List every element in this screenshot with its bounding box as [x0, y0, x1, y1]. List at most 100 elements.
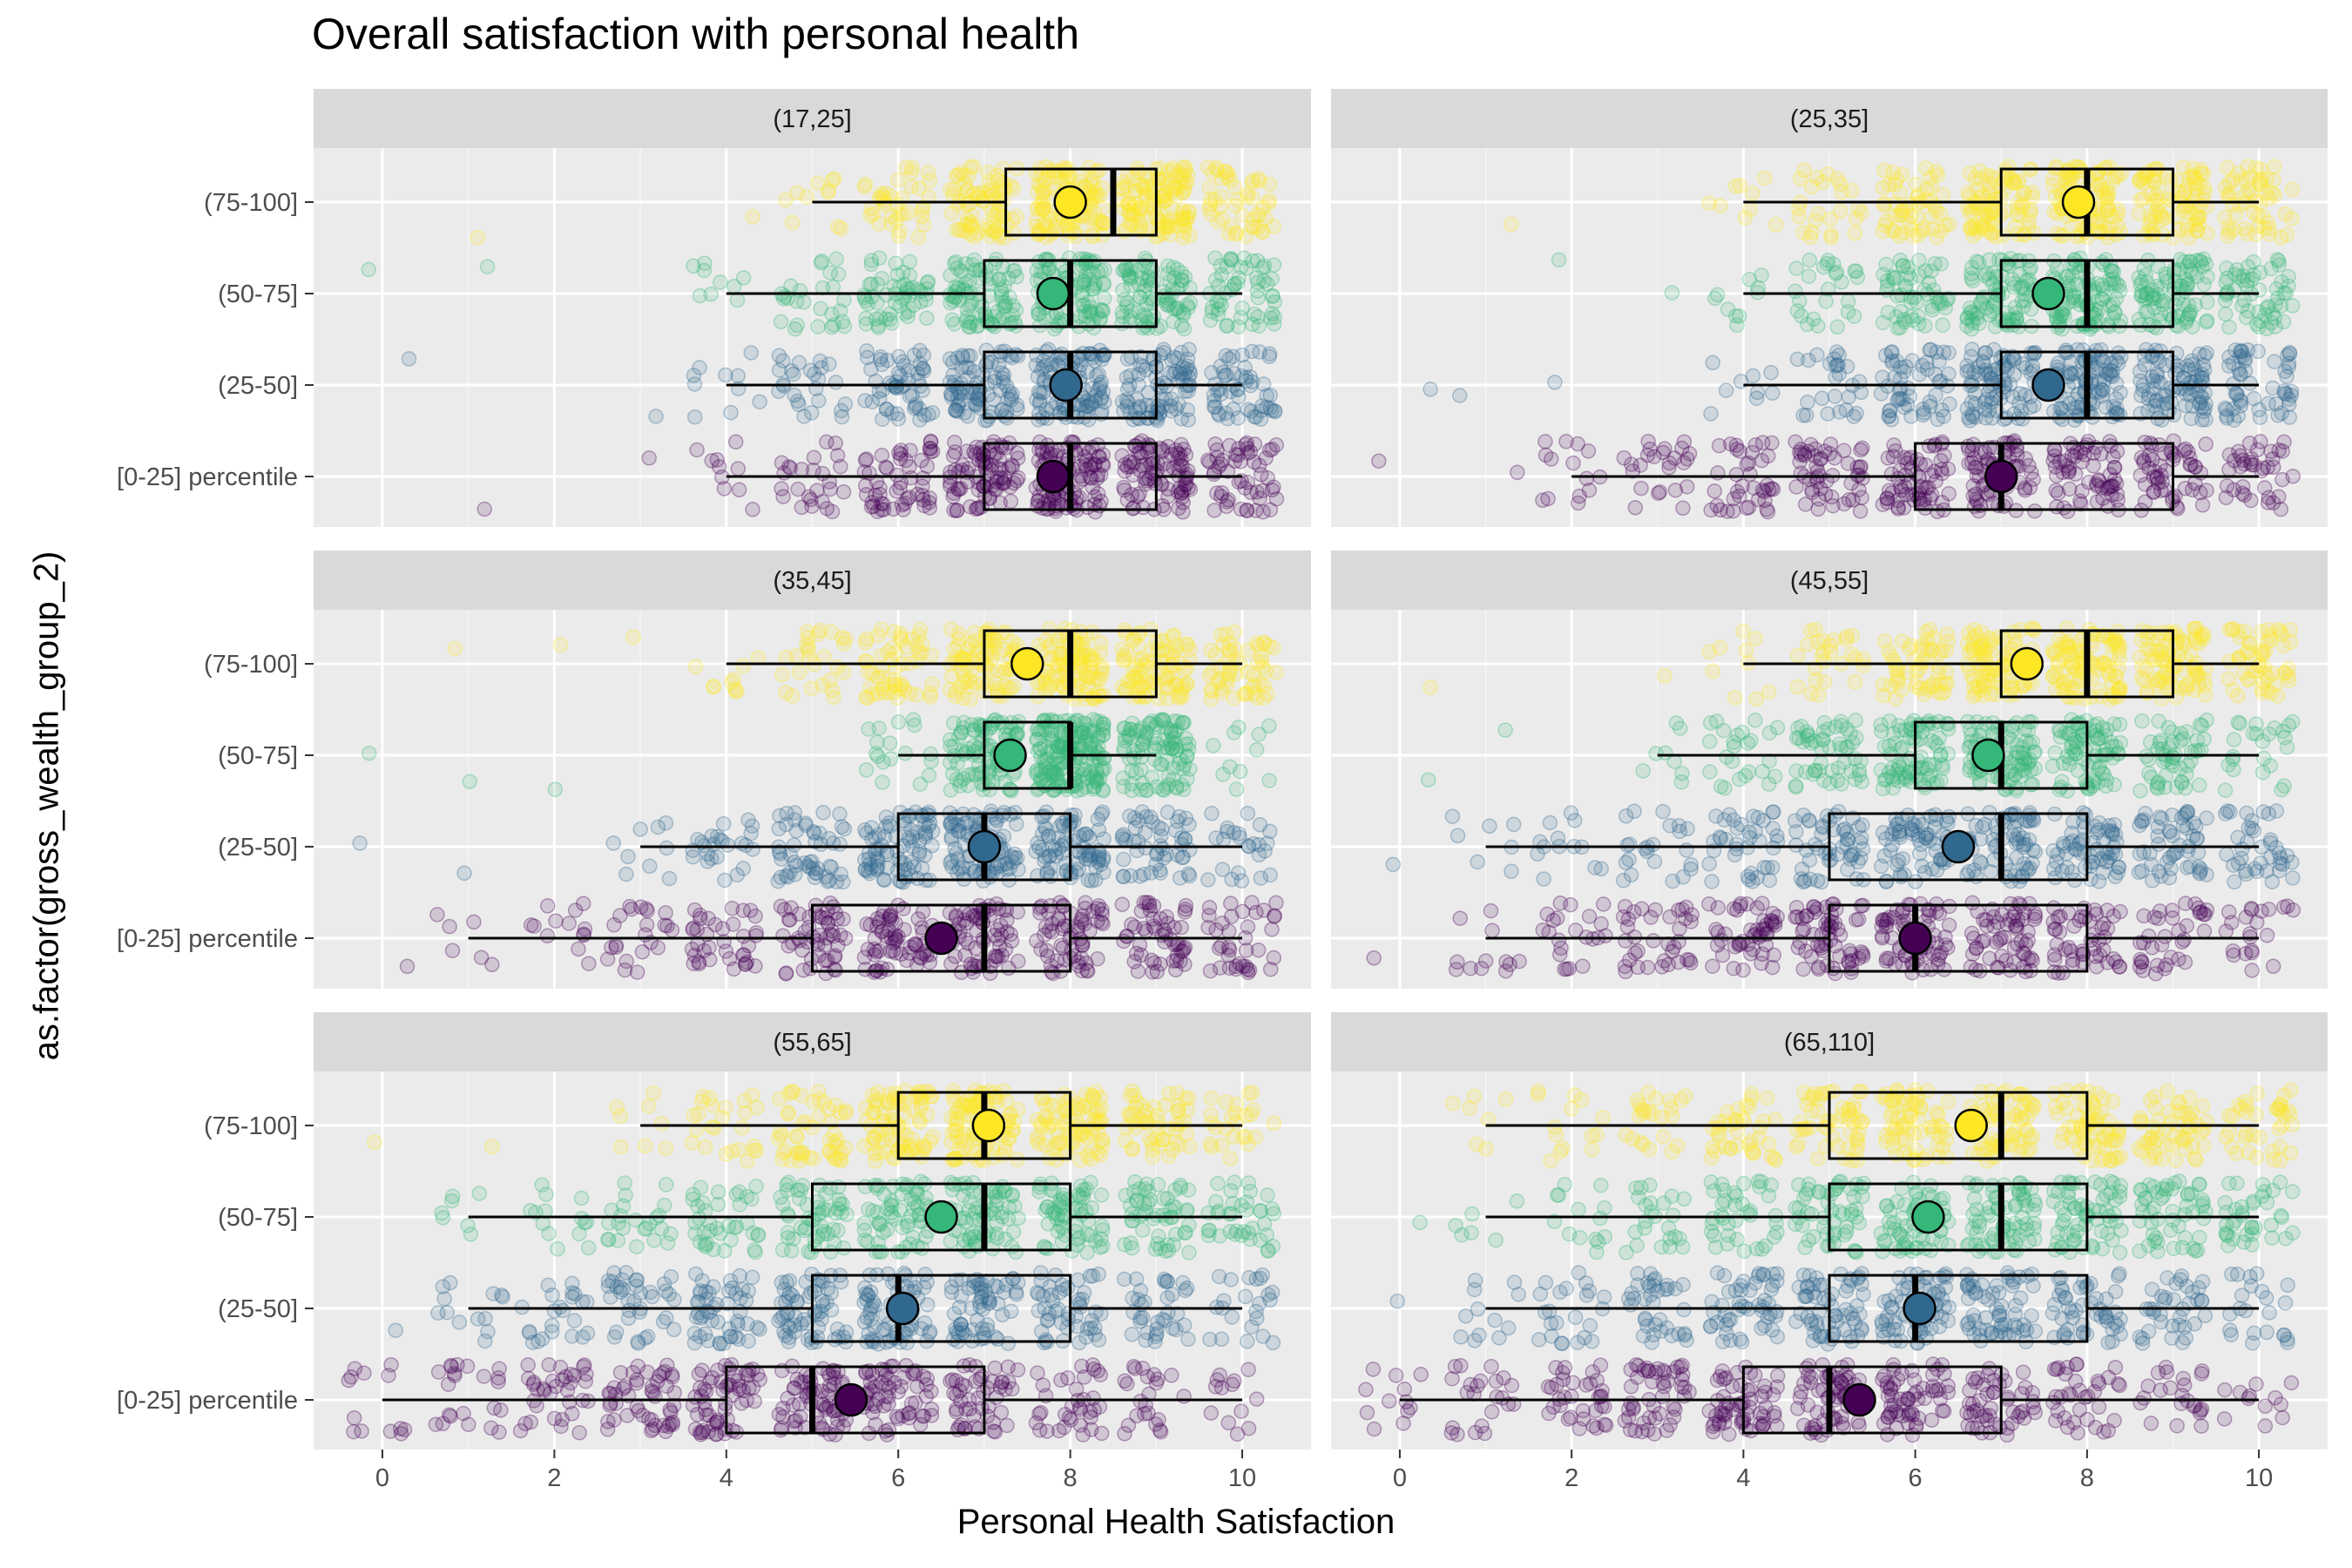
jitter-point — [1175, 202, 1191, 218]
jitter-point — [1081, 159, 1098, 176]
jitter-point — [738, 837, 754, 854]
jitter-point — [959, 196, 976, 213]
jitter-point — [1255, 504, 1271, 520]
facet-strip-label: (17,25] — [773, 105, 851, 133]
jitter-point — [1831, 366, 1848, 382]
jitter-point — [991, 229, 1007, 246]
jitter-point — [943, 206, 960, 221]
jitter-point — [1959, 363, 1975, 380]
jitter-point — [1175, 184, 1192, 199]
jitter-point — [1244, 175, 1260, 191]
jitter-point — [1744, 444, 1761, 461]
jitter-point — [889, 172, 906, 188]
jitter-point — [2027, 503, 2043, 519]
jitter-point — [1037, 172, 1053, 189]
jitter-point — [922, 172, 937, 189]
jitter-point — [2110, 201, 2126, 218]
jitter-point — [1138, 657, 1153, 673]
jitter-point — [1213, 358, 1229, 374]
jitter-point — [824, 172, 841, 188]
jitter-point — [2252, 409, 2268, 425]
jitter-point — [1031, 176, 1047, 193]
jitter-point — [362, 745, 377, 761]
jitter-point — [1094, 179, 1110, 196]
jitter-point — [2024, 185, 2040, 200]
jitter-point — [1160, 258, 1176, 274]
jitter-point — [830, 937, 846, 954]
jitter-point — [2074, 483, 2090, 499]
jitter-point — [803, 680, 820, 697]
jitter-point — [1917, 318, 1933, 334]
jitter-point — [1052, 350, 1069, 366]
jitter-point — [943, 294, 958, 311]
jitter-point — [1742, 466, 1758, 482]
jitter-point — [835, 483, 852, 500]
jitter-point — [891, 206, 907, 222]
jitter-point — [902, 267, 918, 284]
jitter-point — [1092, 216, 1108, 232]
jitter-point — [642, 858, 658, 875]
jitter-point — [1182, 227, 1198, 243]
jitter-point — [1827, 389, 1843, 404]
jitter-point — [974, 499, 990, 515]
jitter-point — [625, 629, 641, 645]
jitter-point — [1250, 654, 1266, 670]
jitter-point — [964, 207, 980, 223]
jitter-point — [1035, 773, 1051, 788]
jitter-point — [906, 347, 923, 363]
jitter-point — [2093, 446, 2109, 462]
jitter-point — [966, 228, 983, 245]
jitter-point — [1173, 436, 1189, 453]
jitter-point — [2184, 353, 2200, 368]
jitter-point — [1975, 220, 1991, 235]
jitter-point — [1174, 211, 1190, 226]
jitter-point — [1823, 226, 1839, 243]
jitter-point — [1841, 492, 1857, 508]
jitter-point — [1822, 436, 1839, 452]
jitter-point — [826, 171, 842, 186]
jitter-point — [988, 222, 1004, 239]
jitter-point — [983, 180, 998, 197]
jitter-point — [824, 504, 841, 520]
jitter-point — [1727, 178, 1744, 194]
jitter-point — [1121, 206, 1137, 222]
jitter-point — [1828, 264, 1845, 280]
jitter-point — [994, 625, 1010, 640]
jitter-point — [945, 715, 962, 731]
jitter-point — [456, 865, 472, 882]
jitter-point — [1125, 170, 1141, 186]
jitter-point — [1210, 301, 1227, 317]
jitter-point — [401, 351, 417, 367]
jitter-point — [833, 220, 849, 237]
jitter-point — [1154, 781, 1171, 797]
jitter-point — [1570, 495, 1586, 511]
jitter-point — [1923, 263, 1939, 279]
jitter-point — [773, 898, 789, 915]
jitter-point — [1809, 347, 1825, 363]
jitter-point — [2281, 355, 2297, 371]
jitter-point — [1156, 502, 1172, 517]
jitter-point — [2178, 397, 2193, 414]
jitter-point — [479, 259, 496, 274]
jitter-point — [868, 860, 885, 875]
jitter-point — [924, 404, 941, 421]
jitter-point — [1094, 760, 1111, 775]
jitter-point — [1090, 264, 1106, 280]
jitter-point — [1969, 460, 1984, 476]
jitter-point — [1960, 185, 1976, 200]
jitter-point — [1880, 450, 1896, 466]
jitter-point — [798, 815, 814, 831]
jitter-point — [950, 482, 967, 497]
jitter-point — [858, 451, 875, 467]
jitter-point — [1903, 196, 1918, 213]
jitter-point — [473, 950, 490, 965]
jitter-point — [576, 927, 591, 943]
jitter-point — [1260, 638, 1277, 654]
jitter-point — [789, 317, 805, 334]
jitter-point — [2277, 206, 2294, 222]
jitter-point — [1840, 304, 1856, 320]
jitter-point — [2070, 159, 2086, 175]
jitter-point — [1089, 470, 1105, 486]
jitter-point — [813, 301, 828, 317]
jitter-point — [581, 956, 597, 971]
